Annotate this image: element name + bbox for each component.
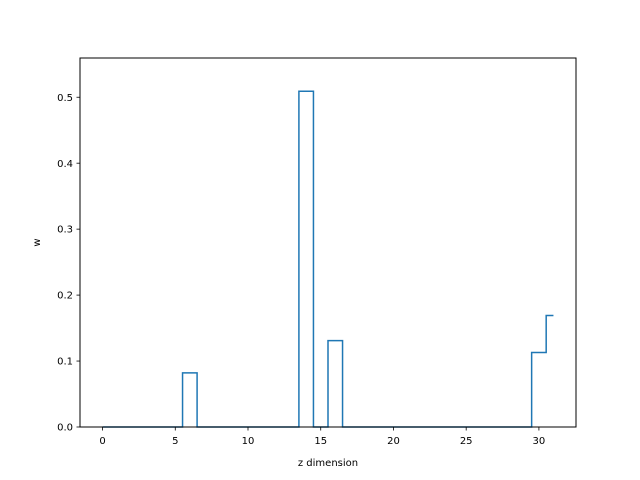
- y-axis-label: w: [32, 238, 43, 246]
- x-tick-label: 10: [242, 436, 255, 447]
- y-tick-label: 0.2: [57, 291, 73, 302]
- x-tick-label: 20: [387, 436, 400, 447]
- y-axis-ticks: 0.0 0.1 0.2 0.3 0.4 0.5: [57, 93, 80, 434]
- y-tick-label: 0.1: [57, 357, 73, 368]
- x-tick-label: 5: [172, 436, 178, 447]
- y-tick-label: 0.0: [57, 423, 73, 434]
- x-tick-label: 25: [460, 436, 473, 447]
- x-tick-label: 15: [314, 436, 327, 447]
- y-tick-label: 0.3: [57, 225, 73, 236]
- y-tick-label: 0.5: [57, 93, 73, 104]
- x-tick-label: 0: [99, 436, 105, 447]
- axes-frame: [79, 57, 577, 428]
- x-tick-label: 30: [533, 436, 546, 447]
- x-axis-ticks: 0 5 10 15 20 25 30: [99, 427, 545, 447]
- y-tick-label: 0.4: [57, 159, 73, 170]
- x-axis-label: z dimension: [298, 458, 358, 469]
